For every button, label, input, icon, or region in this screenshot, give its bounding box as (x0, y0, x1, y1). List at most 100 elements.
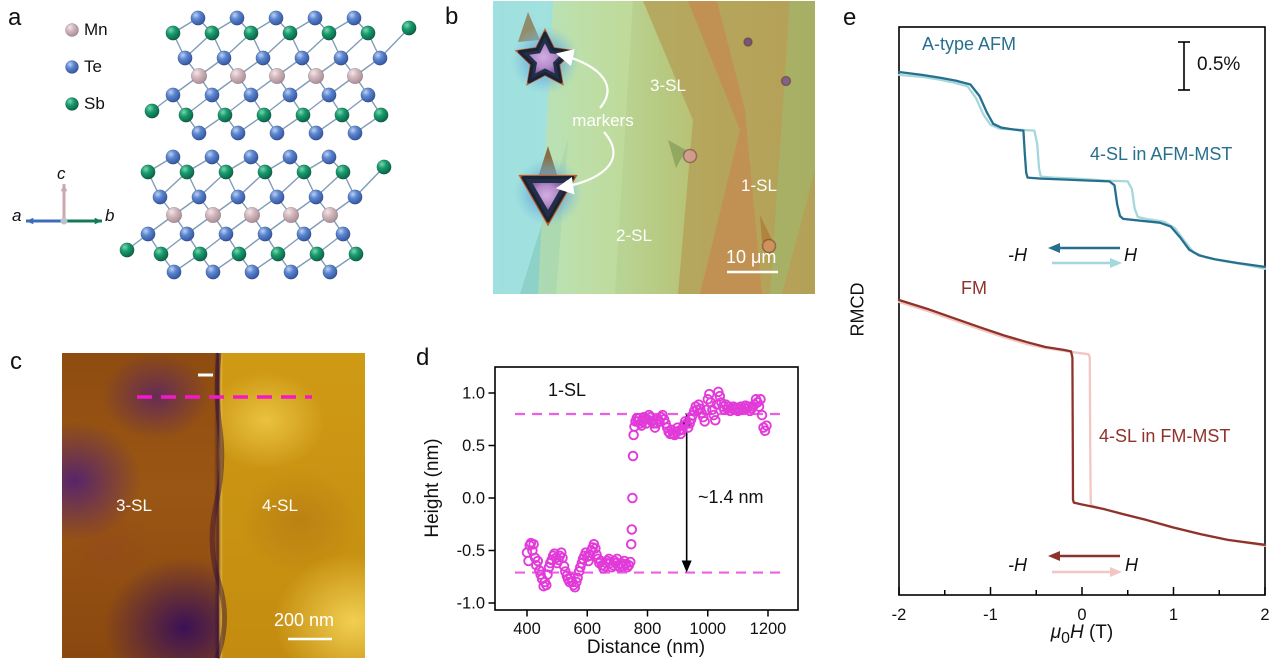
atom-sb-icon (178, 107, 194, 123)
atom-te-icon (165, 149, 181, 165)
atom-sb-icon (348, 246, 364, 262)
atom-mn-icon (282, 206, 300, 224)
atom-mn-icon (190, 67, 208, 85)
atom-sb-icon (153, 246, 169, 262)
atom-mn-icon (243, 206, 261, 224)
atom-te-icon (243, 149, 259, 165)
chart-label-1sl: 1-SL (548, 380, 587, 400)
atom-sb-icon (282, 25, 298, 41)
atom-te-icon (321, 149, 337, 165)
d-xtick-label: 400 (513, 620, 541, 638)
flake-region (668, 140, 686, 168)
atom-te-icon (307, 10, 323, 26)
atom-sb-icon (321, 25, 337, 41)
callout-arrow-to-triangle (555, 131, 615, 195)
atom-te-icon (218, 226, 234, 242)
tesla-unit: (T) (1083, 622, 1114, 643)
afm-image-3sl-region (62, 353, 219, 658)
afm-step-edge (214, 353, 223, 658)
atom-te-icon (269, 189, 285, 205)
rmcd-hysteresis-chart: -2 -1 0 1 2 (892, 26, 1269, 624)
atom-mn-icon (204, 206, 222, 224)
e-xtick-label: -1 (983, 606, 998, 624)
flake-region (493, 1, 553, 294)
d-xtick-label: 1200 (750, 620, 787, 638)
legend-label-sb: Sb (84, 94, 105, 113)
scalebar-label-200nm: 200 nm (274, 610, 335, 630)
panel-letter-c: c (10, 348, 22, 375)
atom-te-icon (282, 87, 298, 103)
rmcd-curve-afm_dark (897, 70, 1267, 269)
atom-te-icon (230, 125, 246, 141)
atom-sb-icon (231, 246, 247, 262)
atom-sb-icon (257, 164, 273, 180)
legend-label-te: Te (84, 57, 102, 76)
y-axis-title-rmcd: RMCD (847, 282, 868, 337)
x-axis-title-distance: Distance (nm) (586, 637, 706, 658)
d-ytick-label: 1.0 (462, 385, 485, 403)
atom-te-icon (191, 125, 207, 141)
atom-te-icon (190, 10, 206, 26)
atom-te-icon (166, 264, 182, 280)
scalebar-label-10um: 10 μm (726, 247, 777, 267)
atom-mn-icon (321, 206, 339, 224)
atom-te-icon (283, 264, 299, 280)
atom-te-icon (347, 125, 363, 141)
flake-region (536, 146, 560, 184)
axis-label-b: b (105, 206, 115, 225)
d-ytick-label: 0.0 (462, 490, 485, 508)
panel-letter-e: e (843, 4, 857, 31)
atom-sb-icon (140, 164, 156, 180)
legend-label-mn: Mn (84, 20, 108, 39)
flake-region (518, 12, 540, 42)
atom-te-icon (140, 226, 156, 242)
rmcd-curve-afm_light (897, 73, 1267, 270)
atom-te-icon (335, 226, 351, 242)
atom-te-icon (204, 149, 220, 165)
atom-te-icon (308, 189, 324, 205)
atom-te-icon (177, 50, 193, 66)
curve-label-4sl-fm-mst: 4-SL in FM-MST (1099, 426, 1231, 446)
atom-te-icon (294, 50, 310, 66)
crystal-structure-diagram (26, 10, 417, 280)
d-xtick-label: 800 (634, 620, 662, 638)
axis-label-a: a (12, 206, 22, 225)
lattice-bonds (151, 17, 410, 134)
sweep-label-posH-fm: H (1125, 555, 1138, 575)
triangle-marker-icon (502, 146, 594, 238)
bubble-defect-icon (780, 75, 792, 87)
atom-te-icon (321, 87, 337, 103)
sweep-label-posH-afm: H (1124, 245, 1137, 265)
atom-sb-icon (179, 164, 195, 180)
e-xtick-label: 1 (1169, 606, 1178, 624)
legend-dot-te-icon (65, 60, 79, 74)
atom-sb-icon (401, 20, 417, 36)
H-symbol: H (1069, 622, 1084, 643)
rmcd-scalebar-icon (1178, 41, 1190, 91)
curve-label-4sl-afm-mst: 4-SL in AFM-MST (1090, 144, 1233, 164)
rmcd-curve-fm_dark (897, 298, 1267, 546)
atom-sb-icon (334, 107, 350, 123)
atom-te-icon (296, 226, 312, 242)
flake-region (770, 1, 815, 294)
atom-mn-icon (165, 206, 183, 224)
flake-region (538, 1, 633, 294)
atom-mn-icon (229, 67, 247, 85)
atom-sb-icon (256, 107, 272, 123)
atom-sb-icon (360, 25, 376, 41)
mu-symbol: μ (1050, 622, 1062, 643)
d-ytick-label: -1.0 (457, 595, 485, 613)
panel-letter-d: d (416, 344, 430, 371)
atom-te-icon (165, 87, 181, 103)
atom-te-icon (347, 189, 363, 205)
atom-te-icon (360, 87, 376, 103)
atom-te-icon (282, 149, 298, 165)
d-xtick-label: 600 (573, 620, 601, 638)
region-label-2sl: 2-SL (616, 226, 652, 245)
d-axis-ticks: 400 600 800 1000 1200 1.0 0.5 0.0 -0.5 -1.0 (457, 385, 787, 639)
region-label-1sl: 1-SL (741, 176, 777, 195)
e-axis-ticks: -2 -1 0 1 2 (892, 587, 1269, 624)
atom-te-icon (308, 125, 324, 141)
axis-label-c: c (57, 164, 66, 183)
